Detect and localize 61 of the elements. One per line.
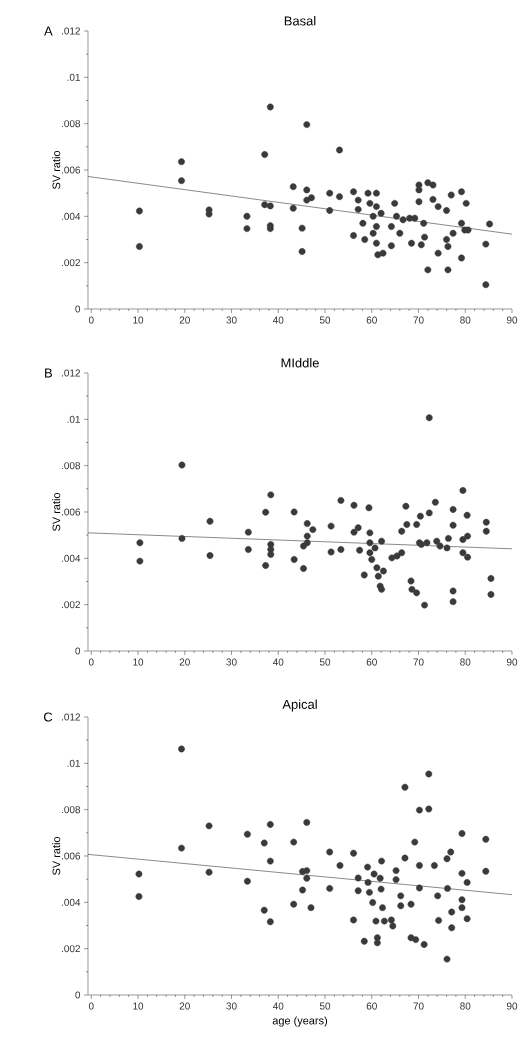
x-tick-label: 50 bbox=[319, 316, 331, 324]
x-tick-label: 90 bbox=[506, 316, 518, 324]
text: A bbox=[44, 26, 53, 36]
text: B bbox=[45, 368, 52, 378]
x-tick-label: 90 bbox=[506, 1002, 518, 1010]
x-tick-label: 30 bbox=[226, 1002, 237, 1010]
y-tick-label: .008 bbox=[62, 120, 81, 128]
y-tick-label: .01 bbox=[67, 415, 80, 423]
x-tick-label: 80 bbox=[460, 1002, 471, 1010]
y-tick-label: 0 bbox=[75, 647, 81, 655]
x-tick-label: 80 bbox=[460, 658, 471, 666]
x-tick-label: 20 bbox=[179, 316, 190, 324]
x-tick-label: 50 bbox=[319, 658, 331, 666]
y-tick-label: .01 bbox=[67, 73, 80, 81]
x-tick-label: 20 bbox=[179, 658, 190, 666]
y-tick-label: .006 bbox=[62, 852, 81, 860]
x-tick-label: 30 bbox=[226, 658, 237, 666]
x-tick-label: 40 bbox=[272, 1002, 284, 1010]
y-tick-label: .012 bbox=[62, 713, 80, 721]
x-tick-label: 10 bbox=[133, 316, 144, 324]
x-tick-label: 40 bbox=[272, 316, 284, 324]
y-tick-label: .012 bbox=[62, 369, 80, 377]
x-tick-label: 0 bbox=[88, 658, 94, 666]
y-tick-label: .006 bbox=[62, 508, 81, 516]
x-tick-label: 20 bbox=[179, 1002, 190, 1010]
text: C bbox=[43, 712, 53, 722]
chart-title: Basal bbox=[284, 15, 316, 26]
y-tick-label: .008 bbox=[62, 806, 81, 814]
x-tick-label: 10 bbox=[133, 658, 144, 666]
x-tick-label: 60 bbox=[366, 658, 377, 666]
y-tick-label: 0 bbox=[75, 305, 81, 313]
x-tick-label: 70 bbox=[413, 658, 424, 666]
x-tick-label: 40 bbox=[272, 658, 284, 666]
y-tick-label: .004 bbox=[62, 898, 81, 906]
x-tick-label: 0 bbox=[88, 316, 94, 324]
x-tick-label: 90 bbox=[506, 658, 518, 666]
y-tick-label: .01 bbox=[67, 759, 80, 767]
y-axis-title: SV ratio bbox=[52, 492, 61, 531]
y-tick-label: .002 bbox=[62, 601, 80, 609]
y-tick-label: .012 bbox=[62, 27, 80, 35]
x-tick-label: 30 bbox=[226, 316, 237, 324]
y-tick-label: .006 bbox=[62, 166, 81, 174]
y-axis-title: SV ratio bbox=[52, 150, 61, 189]
y-tick-label: .002 bbox=[62, 259, 80, 267]
y-tick-label: .004 bbox=[62, 212, 81, 220]
x-tick-label: 60 bbox=[366, 1002, 377, 1010]
y-axis-title: SV ratio bbox=[52, 836, 61, 875]
x-tick-label: 70 bbox=[413, 1002, 424, 1010]
x-tick-label: 70 bbox=[413, 316, 424, 324]
x-tick-label: 50 bbox=[319, 1002, 331, 1010]
chart-title: Apical bbox=[282, 699, 317, 712]
y-tick-label: .002 bbox=[62, 945, 80, 953]
x-tick-label: 0 bbox=[88, 1002, 94, 1010]
y-tick-label: .008 bbox=[62, 462, 81, 470]
y-tick-label: .004 bbox=[62, 554, 81, 562]
chart-title: MIddle bbox=[281, 357, 319, 368]
y-tick-label: 0 bbox=[75, 991, 81, 999]
x-tick-label: 10 bbox=[133, 1002, 144, 1010]
x-tick-label: 60 bbox=[366, 316, 377, 324]
x-tick-label: 80 bbox=[460, 316, 471, 324]
x-axis-title: age (years) bbox=[272, 1016, 328, 1027]
